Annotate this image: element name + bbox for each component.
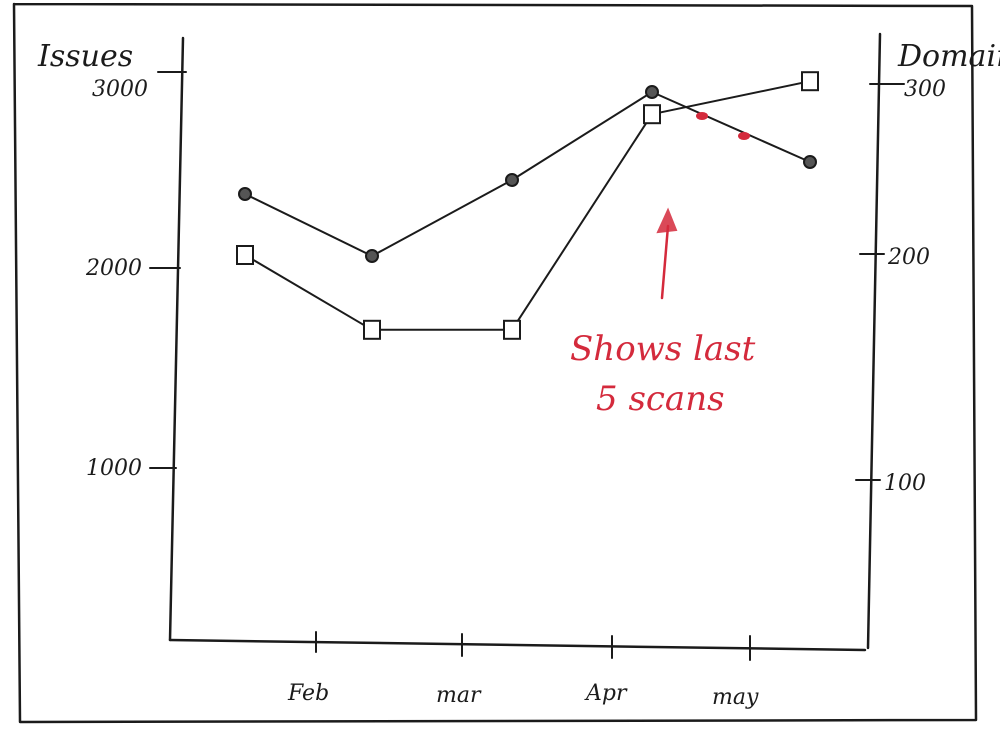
annotation: Shows last 5 scans <box>570 207 756 419</box>
right-tick-100: 100 <box>855 471 926 496</box>
left-tick-2000: 2000 <box>85 256 181 281</box>
x-tick-may: may <box>712 635 759 710</box>
x-tick-label: Apr <box>584 681 628 706</box>
x-tick-label: mar <box>436 683 482 708</box>
left-tick-1000: 1000 <box>86 456 177 481</box>
issues-point-1 <box>238 187 252 201</box>
bottom-axis-line <box>168 638 867 652</box>
domains-point-5 <box>801 71 819 92</box>
domains-point-2 <box>363 319 381 340</box>
domains-point-1 <box>236 245 254 265</box>
crossing-mark-1 <box>696 112 708 120</box>
domains-point-3 <box>503 319 521 340</box>
left-tick-label: 3000 <box>92 77 148 102</box>
paper-frame <box>12 2 978 724</box>
series-issues <box>238 85 817 263</box>
x-tick-feb: Feb <box>287 631 329 706</box>
right-tick-label: 300 <box>904 77 946 102</box>
right-axis-title: Domains <box>897 39 1000 74</box>
annotation-arrowhead <box>656 207 678 234</box>
x-tick-label: Feb <box>287 681 329 706</box>
left-tick-label: 1000 <box>86 456 142 481</box>
left-axis-line <box>168 36 185 642</box>
annotation-arrow <box>660 224 670 300</box>
right-tick-200: 200 <box>859 245 930 270</box>
left-tick-label: 2000 <box>85 256 142 281</box>
series-domains <box>236 71 819 340</box>
right-tick-label: 100 <box>884 471 926 496</box>
x-tick-mar: mar <box>436 633 482 708</box>
annotation-line-2: 5 scans <box>596 379 725 419</box>
issues-point-2 <box>365 249 379 263</box>
x-tick-label: may <box>712 685 759 710</box>
crossing-mark-2 <box>738 132 750 140</box>
left-axis-title: Issues <box>37 39 133 74</box>
series-issues-line <box>244 91 811 257</box>
annotation-line-1: Shows last <box>570 329 756 369</box>
right-tick-300: 300 <box>869 77 946 102</box>
left-tick-3000: 3000 <box>92 71 187 102</box>
domains-point-4 <box>643 104 661 125</box>
x-tick-apr: Apr <box>584 635 628 706</box>
issues-point-5 <box>803 155 817 169</box>
right-axis-line <box>866 32 882 650</box>
right-tick-label: 200 <box>887 245 930 270</box>
issues-point-3 <box>505 173 519 187</box>
issues-point-4 <box>645 85 659 99</box>
series-domains-line <box>244 80 811 331</box>
